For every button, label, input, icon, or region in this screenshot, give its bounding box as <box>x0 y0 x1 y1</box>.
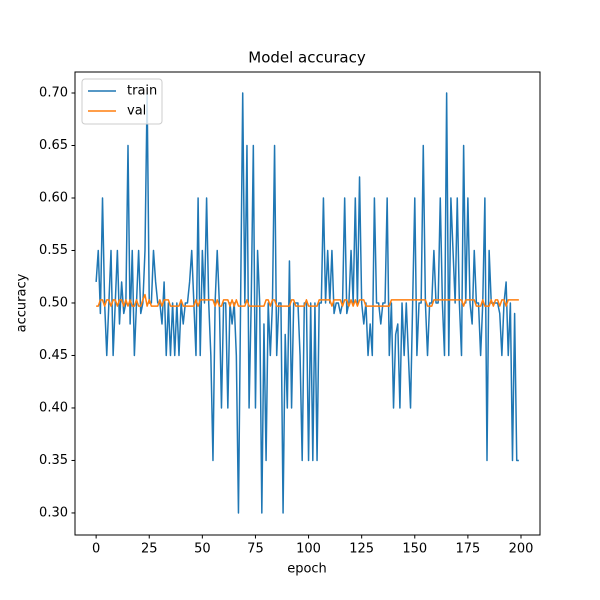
x-axis-label: epoch <box>287 562 327 577</box>
legend: train val <box>81 78 163 125</box>
x-tick-label: 100 <box>296 542 321 557</box>
y-tick-label: 0.65 <box>39 138 68 153</box>
x-tick-label: 25 <box>141 542 158 557</box>
legend-label: train <box>127 84 157 99</box>
line-series <box>95 92 519 514</box>
y-tick-label: 0.35 <box>39 453 68 468</box>
y-tick-label: 0.60 <box>39 190 68 205</box>
x-tick-label: 50 <box>194 542 211 557</box>
y-tick-label: 0.70 <box>39 85 68 100</box>
y-tick-label: 0.30 <box>39 505 68 520</box>
x-tick-label: 75 <box>247 542 264 557</box>
y-axis-label: accuracy <box>15 273 30 332</box>
x-tick-label: 175 <box>455 542 480 557</box>
plot-frame <box>74 71 541 536</box>
y-tick-label: 0.40 <box>39 400 68 415</box>
x-tick-label: 200 <box>509 542 534 557</box>
line-series <box>96 293 519 307</box>
legend-label: val <box>127 104 146 119</box>
x-tick-label: 0 <box>92 542 100 557</box>
x-tick-label: 150 <box>402 542 427 557</box>
chart-title: Model accuracy <box>248 49 366 67</box>
y-tick-label: 0.45 <box>39 348 68 363</box>
y-tick-label: 0.55 <box>39 243 68 258</box>
y-tick-label: 0.50 <box>39 295 68 310</box>
x-tick-label: 125 <box>349 542 374 557</box>
